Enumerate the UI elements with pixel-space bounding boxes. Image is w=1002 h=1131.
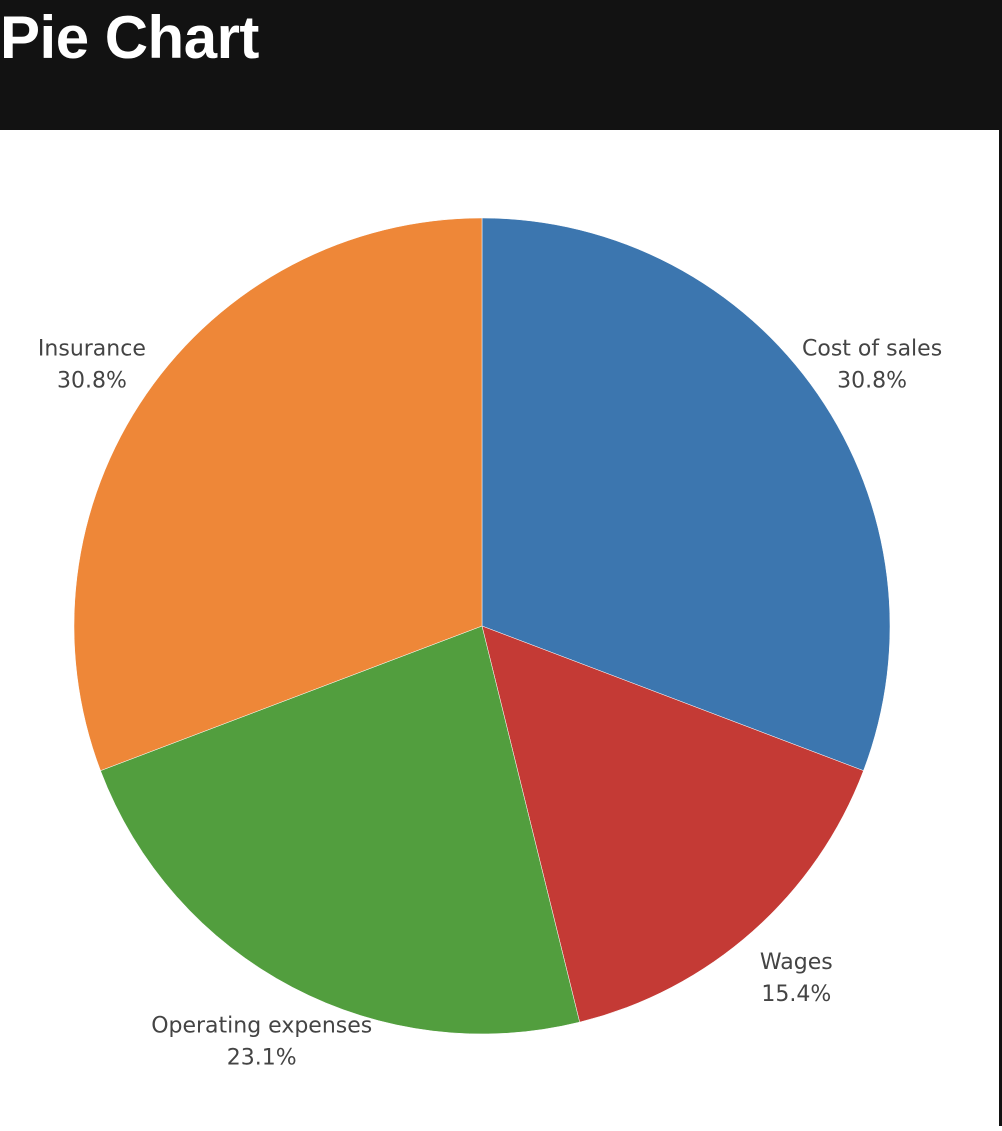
pie-chart: Cost of sales 30.8% Wages 15.4% Operating ex… — [38, 217, 942, 1071]
slice-label-operating-expenses: Operating expenses 23.1% — [151, 1014, 372, 1071]
pie-slices — [73, 217, 891, 1035]
pie-slice-wages[interactable] — [481, 625, 864, 1023]
pie-labels: Cost of sales 30.8% Wages 15.4% Operating ex… — [38, 336, 942, 1070]
canvas-edge — [999, 130, 1002, 1126]
slice-label-wages: Wages 15.4% — [760, 950, 833, 1007]
page-title: Pie Chart — [0, 4, 259, 71]
pie-slice-cost-of-sales[interactable] — [481, 217, 891, 772]
pie-slice-insurance[interactable] — [73, 217, 483, 772]
page-header: Pie Chart — [0, 0, 1002, 130]
slice-label-cost-of-sales: Cost of sales 30.8% — [802, 336, 942, 393]
chart-canvas: Cost of sales 30.8% Wages 15.4% Operating ex… — [0, 130, 1002, 1126]
pie-slice-operating-expenses[interactable] — [100, 625, 580, 1035]
slice-label-insurance: Insurance 30.8% — [38, 336, 146, 393]
